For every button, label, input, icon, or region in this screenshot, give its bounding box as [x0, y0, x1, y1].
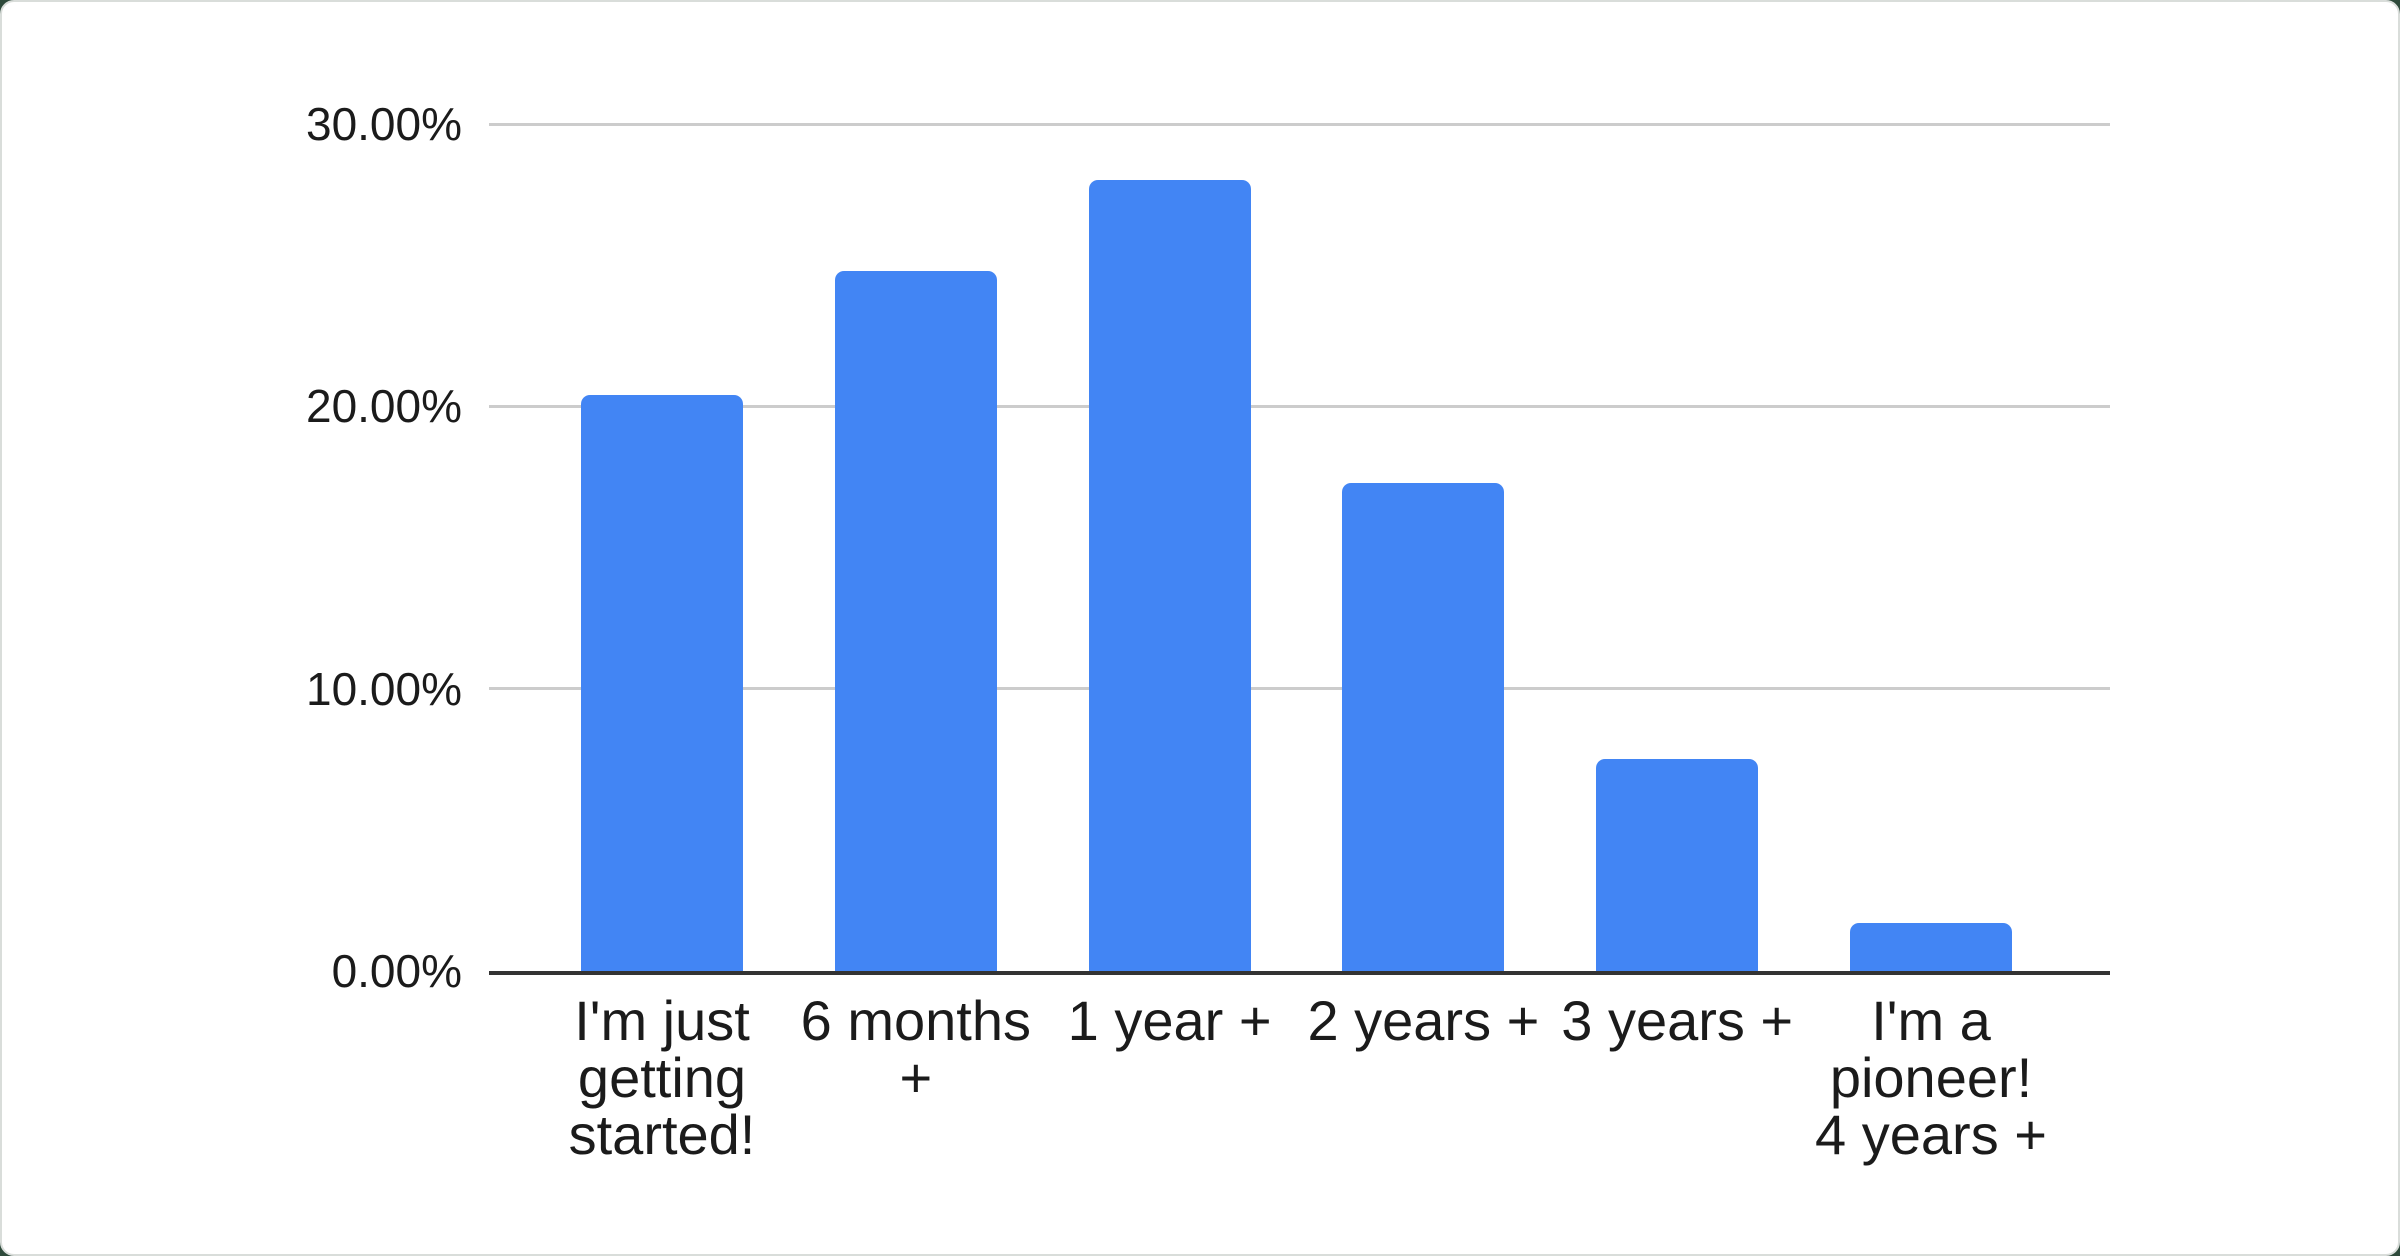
x-axis-category-label-1-year: 1 year + — [1067, 989, 1272, 1052]
y-axis-tick-label: 0.00% — [331, 945, 462, 997]
y-axis-tick-label: 30.00% — [305, 98, 462, 150]
bar-i-m-a-pioneer-4-years — [1850, 923, 2012, 971]
bar-3-years — [1596, 759, 1759, 971]
bar-2-years — [1342, 482, 1505, 971]
bar-i-m-just-getting-started — [581, 395, 743, 971]
gridline-10pct — [489, 687, 2110, 691]
bar-6-months — [834, 270, 997, 971]
x-axis-category-label-i-m-just-getting-started: I'm just getting started! — [568, 989, 756, 1166]
x-axis-category-label-3-years: 3 years + — [1561, 989, 1794, 1052]
y-axis-tick-label: 10.00% — [305, 662, 462, 715]
x-axis-line — [489, 971, 2110, 975]
x-axis-category-label-2-years: 2 years + — [1307, 989, 1540, 1052]
gridline-20pct — [489, 404, 2110, 408]
gridline-30pct — [489, 122, 2110, 126]
x-axis-category-label-i-m-a-pioneer-4-years: I'm a pioneer! 4 years + — [1815, 989, 2047, 1166]
x-axis-category-label-6-months: 6 months + — [800, 989, 1031, 1109]
bar-1-year — [1088, 180, 1251, 971]
y-axis-tick-label: 20.00% — [305, 380, 462, 433]
